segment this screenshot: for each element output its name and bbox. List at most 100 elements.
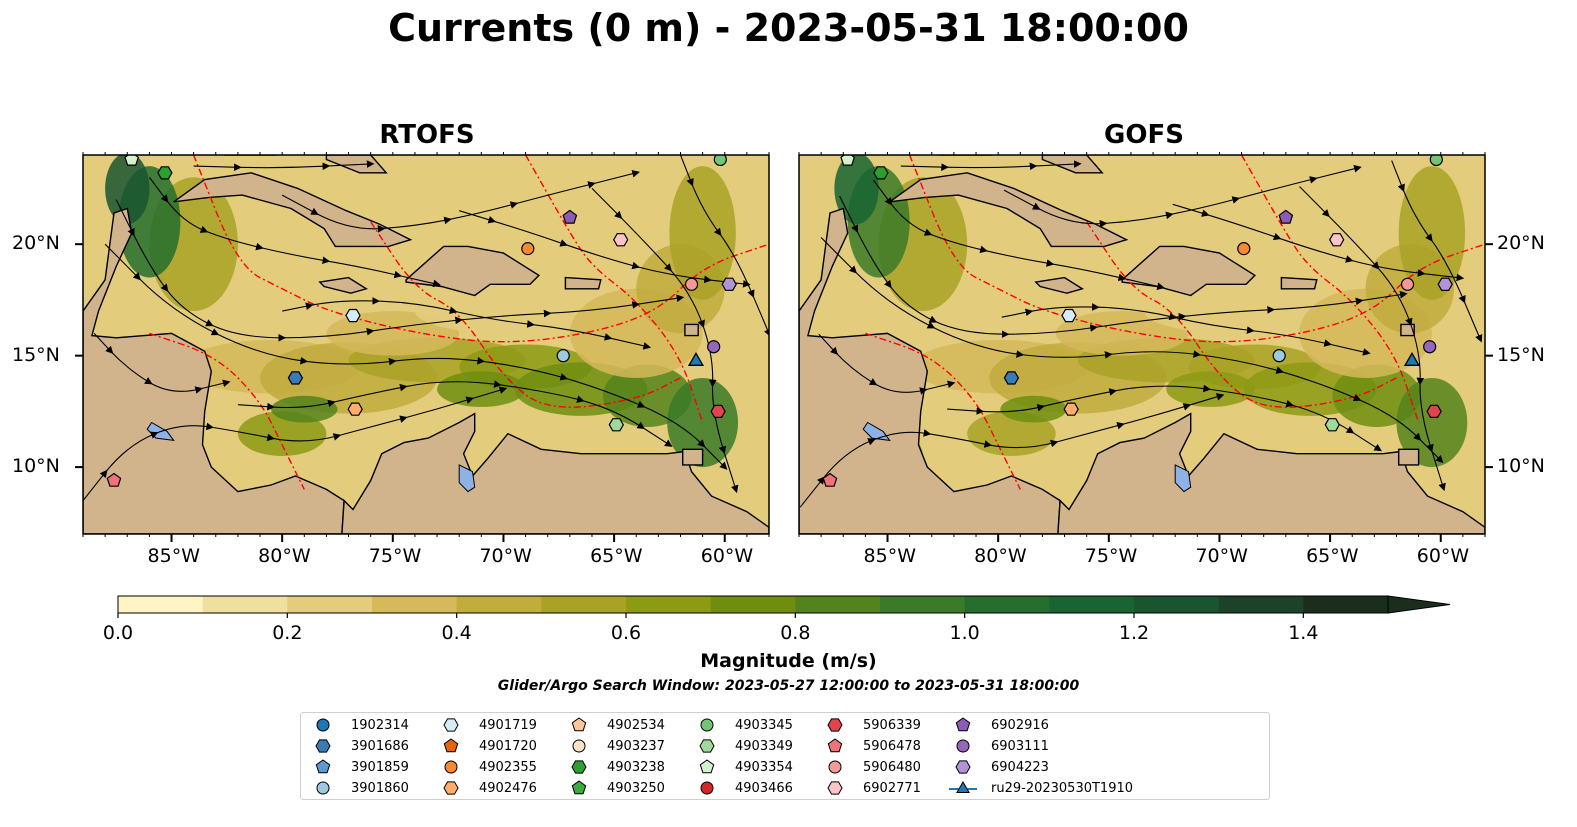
argo-float-4903345 <box>1429 155 1443 167</box>
current-streamline <box>872 179 1165 290</box>
colorbar-segment <box>1303 596 1389 613</box>
current-speed-contour <box>1144 288 1322 334</box>
argo-float-5906480 <box>684 277 699 291</box>
legend-entry: 1902314 <box>309 715 409 735</box>
legend-label: 4903250 <box>607 780 665 796</box>
pentagon-marker-icon <box>571 717 587 732</box>
argo-float-4903345 <box>713 155 727 167</box>
legend-entry: 4903466 <box>693 778 793 798</box>
hexagon-marker-icon <box>827 718 843 732</box>
colorbar-label: Magnitude (m/s) <box>700 650 877 672</box>
colorbar-segment <box>626 596 712 613</box>
argo-float-3901686 <box>1003 371 1020 385</box>
land-trinidad <box>1398 448 1420 466</box>
map-frame <box>798 154 1486 535</box>
legend-label: 4901720 <box>479 738 537 754</box>
land-guadeloupe <box>684 323 699 337</box>
legend-label: 3901859 <box>351 759 409 775</box>
colorbar-segment <box>118 596 204 613</box>
lon-tick-label: 85°W <box>147 545 200 567</box>
argo-float-3901686 <box>287 371 304 385</box>
colorbar-frame <box>117 595 1389 614</box>
circle-marker-icon <box>316 718 330 732</box>
lon-tick-label: 60°W <box>1416 545 1470 567</box>
current-streamline <box>148 176 441 288</box>
legend-entry: 6902916 <box>949 715 1049 735</box>
lon-tick-label: 75°W <box>368 545 422 567</box>
argo-float-4903349 <box>1324 418 1340 432</box>
argo-float-4901719 <box>345 308 361 323</box>
circle-marker-icon <box>700 781 714 795</box>
argo-float-3901860 <box>1272 349 1286 363</box>
legend-entry: 4903354 <box>693 757 793 777</box>
legend-entry: 5906478 <box>821 736 921 756</box>
hexagon-marker-icon <box>571 760 587 774</box>
legend-entry: 3901859 <box>309 757 409 777</box>
argo-float-4903354 <box>840 155 856 166</box>
hexagon-marker-icon <box>699 739 715 753</box>
map-frame <box>82 154 770 535</box>
current-streamline <box>282 297 652 350</box>
colorbar-tick-label: 0.6 <box>610 622 642 644</box>
colorbar-segment <box>1049 596 1135 613</box>
current-streamline <box>281 170 640 233</box>
colorbar-tick-label: 1.0 <box>949 622 980 644</box>
lon-tick-label: 65°W <box>1306 545 1359 567</box>
hexagon-marker-icon <box>827 781 843 795</box>
argo-float-5906478 <box>106 472 122 487</box>
current-streamline <box>679 155 769 337</box>
colorbar-tick-label: 1.4 <box>1288 622 1319 644</box>
figure-title: Currents (0 m) - 2023-05-31 18:00:00 <box>388 6 1189 50</box>
lon-tick-label: 60°W <box>700 545 754 567</box>
argo-float-6902771 <box>613 233 629 247</box>
legend-label: 5906478 <box>863 738 921 754</box>
current-streamline <box>193 160 375 172</box>
legend-label: 4903354 <box>735 759 793 775</box>
colorbar-tick-label: 0.2 <box>272 622 303 644</box>
current-speed-contour <box>1000 395 1067 423</box>
argo-float-4903238 <box>873 166 889 180</box>
legend-label: 3901860 <box>351 780 409 796</box>
legend-label: 6904223 <box>991 759 1049 775</box>
argo-float-4902355 <box>1237 242 1251 256</box>
lat-tick-label: 10°N <box>1497 455 1545 478</box>
legend-entry: 3901860 <box>309 778 409 798</box>
legend-entry: 4902355 <box>437 757 537 777</box>
legend-entry: 5906339 <box>821 715 921 735</box>
pentagon-marker-icon <box>443 738 459 753</box>
argo-float-4903238 <box>157 166 173 180</box>
legend-entry: 5906480 <box>821 757 921 777</box>
legend-label: 5906339 <box>863 717 921 733</box>
hexagon-marker-icon <box>955 760 971 774</box>
current-streamline <box>93 333 231 394</box>
legend-entry: 4903237 <box>565 736 665 756</box>
legend-label: 3901686 <box>351 738 409 754</box>
colorbar-segment <box>880 596 966 613</box>
argo-float-4903354 <box>124 155 140 166</box>
argo-float-5906339 <box>710 404 726 418</box>
legend-label: ru29-20230530T1910 <box>991 780 1134 796</box>
legend-entry: 6903111 <box>949 736 1049 756</box>
pentagon-marker-icon <box>315 759 331 774</box>
legend-label: 4903345 <box>735 717 793 733</box>
colorbar-segment <box>964 596 1050 613</box>
colorbar-segment <box>795 596 881 613</box>
legend-entry: 6902771 <box>821 778 921 798</box>
argo-float-6902916 <box>562 209 578 224</box>
argo-float-6903111 <box>707 340 721 354</box>
lat-tick-label: 20°N <box>12 232 60 255</box>
colorbar-tick-label: 1.2 <box>1118 622 1150 644</box>
current-speed-contour <box>271 395 338 423</box>
map-panel-rtofs <box>75 152 770 542</box>
current-streamline <box>237 380 673 447</box>
legend-entry: 4903238 <box>565 757 665 777</box>
colorbar-segment <box>1218 596 1304 613</box>
current-speed-contour <box>414 288 592 334</box>
current-speed-contour <box>437 371 526 407</box>
colorbar-extend-arrow <box>1387 595 1451 614</box>
legend-label: 4902476 <box>479 780 537 796</box>
legend-entry: 3901686 <box>309 736 409 756</box>
current-speed-contour <box>105 155 150 225</box>
colorbar-segment <box>202 596 288 613</box>
pentagon-marker-icon <box>827 738 843 753</box>
